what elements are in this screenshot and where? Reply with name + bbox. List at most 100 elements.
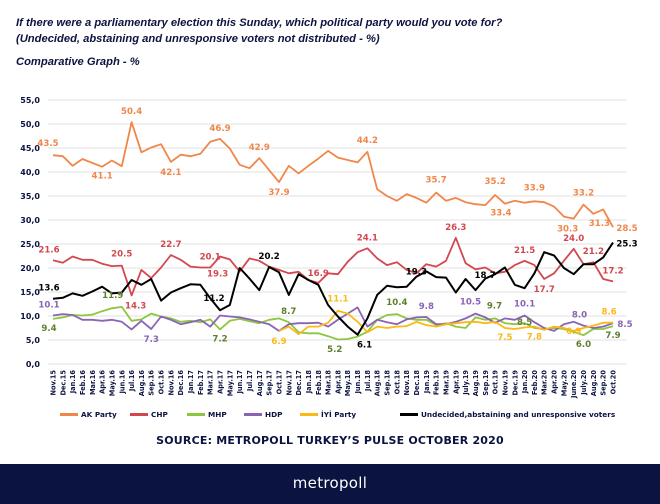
- data-label: 24.1: [357, 233, 378, 243]
- x-tick-label: May.20: [560, 370, 568, 397]
- x-tick-label: Jan.17: [187, 370, 195, 395]
- legend-label: İYİ Party: [321, 410, 357, 419]
- data-label: 11.9: [102, 291, 123, 301]
- x-tick-label: Mar.19: [442, 370, 450, 395]
- data-label: 24.0: [563, 234, 584, 244]
- data-label: 19.3: [207, 269, 228, 279]
- y-tick-label: 20,0: [20, 264, 40, 273]
- x-tick-label: Dec.16: [177, 370, 185, 396]
- data-label: 35.2: [484, 177, 505, 187]
- data-label: 13.6: [38, 284, 59, 294]
- legend: AK Party CHP MHP HDP İYİ Party Undecided…: [0, 410, 660, 424]
- data-label: 46.9: [209, 124, 230, 134]
- data-label: 19.3: [406, 267, 427, 277]
- x-tick-label: Feb.18: [315, 370, 323, 396]
- x-tick-label: Jul.18: [364, 370, 372, 393]
- x-tick-label: Aug.16: [138, 370, 146, 397]
- legend-swatch: [400, 413, 418, 416]
- x-tick-label: Aug.18: [374, 370, 382, 397]
- legend-swatch: [130, 413, 148, 416]
- series-line-i-yi-party: [278, 309, 613, 336]
- series-line-undecided-abstaining-and-unresponsive-voters: [52, 242, 614, 336]
- brand-logo: metropoll: [292, 474, 368, 492]
- legend-label: CHP: [151, 410, 168, 419]
- legend-item-ak-party: AK Party: [60, 410, 117, 419]
- data-label: 41.1: [92, 172, 113, 182]
- data-label: 18.7: [474, 271, 495, 281]
- x-tick-label: Apr.18: [334, 370, 342, 394]
- data-label: 30.3: [557, 225, 578, 235]
- x-tick-label: May.17: [226, 370, 234, 397]
- data-label: 42.9: [249, 143, 270, 153]
- data-label: 10.1: [38, 301, 59, 311]
- x-tick-label: Mar.20: [541, 370, 549, 395]
- legend-item-hdp: HDP: [244, 410, 283, 419]
- legend-item-mhp: MHP: [187, 410, 227, 419]
- legend-swatch: [244, 413, 262, 416]
- data-label: 35.7: [426, 176, 447, 186]
- x-tick-label: Sep.16: [148, 370, 156, 396]
- data-label: 20.5: [111, 250, 132, 260]
- x-tick-label: Nov.16: [167, 370, 175, 396]
- x-tick-label: Jul.17: [246, 370, 254, 393]
- x-tick-label: July.20: [580, 370, 588, 396]
- data-label: 9.8: [419, 302, 434, 312]
- x-tick-label: Sep.18: [384, 370, 392, 396]
- data-label: 28.5: [616, 224, 637, 234]
- y-tick-label: 55,0: [20, 96, 40, 105]
- line-chart: 0,0 5,0 10,0 15,0 20,0 25,0 30,0 35,0 40,0 45,0 50…: [20, 96, 637, 399]
- x-tick-label: Jun.16: [118, 370, 126, 395]
- x-tick-label: Jun.17: [236, 370, 244, 395]
- data-label: 8.5: [517, 318, 532, 328]
- x-tick-label: Nov.18: [403, 370, 411, 396]
- x-tick-label: Feb.17: [197, 370, 205, 396]
- x-tick-label: Nov.19: [501, 370, 509, 396]
- data-label: 33.4: [490, 209, 511, 219]
- legend-swatch: [187, 413, 205, 416]
- data-label: 10.5: [460, 298, 481, 308]
- data-label: 5.2: [327, 345, 342, 355]
- x-tick-label: Jan.16: [69, 370, 77, 395]
- x-tick-label: May.16: [108, 370, 116, 397]
- y-tick-label: 10,0: [20, 312, 40, 321]
- x-tick-label: Oct.20: [610, 370, 618, 395]
- data-label: 6.1: [357, 341, 372, 351]
- x-tick-label: May.18: [344, 370, 352, 397]
- y-tick-label: 15,0: [20, 288, 40, 297]
- chart-title: If there were a parliamentary election t…: [16, 15, 502, 47]
- x-tick-label: Sep.20: [600, 370, 608, 396]
- title-line-2: (Undecided, abstaining and unresponsive …: [16, 33, 380, 45]
- x-tick-label: Feb.19: [433, 370, 441, 396]
- x-tick-label: Jul.16: [128, 370, 136, 393]
- data-label: 21.5: [514, 246, 535, 256]
- series-line-chp: [52, 236, 614, 297]
- x-tick-label: Feb.16: [79, 370, 87, 396]
- y-tick-label: 25,0: [20, 240, 40, 249]
- x-tick-label: Aug.19: [472, 370, 480, 397]
- legend-label: AK Party: [81, 410, 117, 419]
- x-tick-label: Jan.20: [521, 370, 529, 395]
- x-tick-label: July.19: [462, 370, 470, 396]
- x-tick-label: Mar.16: [89, 370, 97, 395]
- x-tick-label: Dec.15: [59, 370, 67, 396]
- y-tick-label: 45,0: [20, 144, 40, 153]
- y-tick-label: 35,0: [20, 192, 40, 201]
- y-tick-label: 0,0: [26, 360, 41, 369]
- data-label: 7.8: [527, 333, 542, 343]
- data-label: 16.9: [308, 269, 329, 279]
- legend-item-iyi-party: İYİ Party: [300, 410, 356, 419]
- x-tick-label: Dec.18: [413, 370, 421, 396]
- data-label: 10.1: [514, 300, 535, 310]
- x-tick-label: June.20: [570, 370, 578, 399]
- data-label: 9.4: [41, 324, 56, 334]
- x-tick-label: Apr.16: [99, 370, 107, 394]
- legend-label: MHP: [208, 410, 227, 419]
- x-tick-label: Apr.17: [217, 370, 225, 394]
- x-tick-label: Mar.18: [325, 370, 333, 395]
- y-tick-label: 5,0: [26, 336, 41, 345]
- data-label: 8.7: [281, 307, 296, 317]
- legend-label: HDP: [265, 410, 283, 419]
- legend-item-undecided: Undecided,abstaining and unresponsive vo…: [400, 410, 615, 419]
- data-label: 14.3: [125, 301, 146, 311]
- data-label: 31.3: [589, 219, 610, 229]
